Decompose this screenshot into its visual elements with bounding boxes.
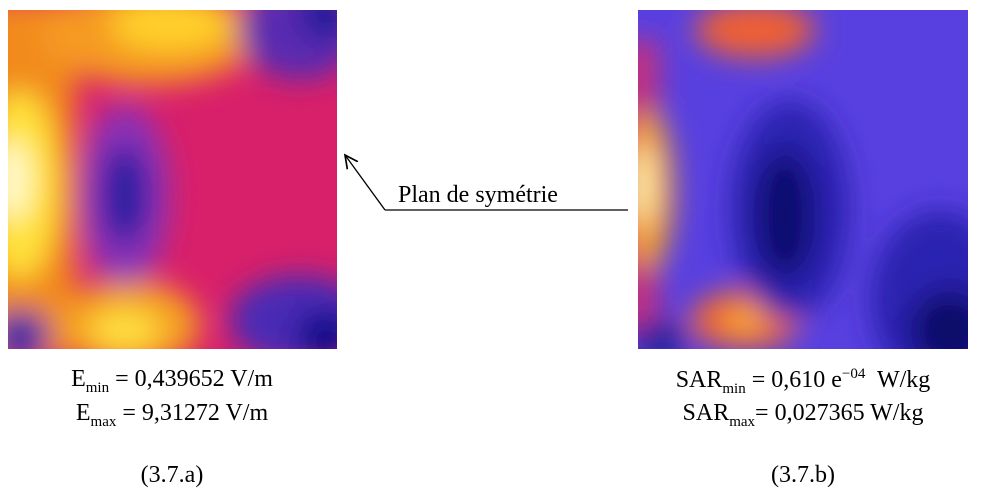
- e-field-map: [8, 10, 337, 349]
- subscript: max: [729, 413, 756, 430]
- value: = 0,439652 V/m: [109, 366, 273, 392]
- symbol: SAR: [682, 400, 730, 426]
- symbol: E: [71, 366, 86, 392]
- subscript: min: [85, 379, 110, 396]
- unit: W/kg: [865, 367, 931, 393]
- arrow: [345, 155, 386, 211]
- value: = 9,31272 V/m: [116, 400, 269, 426]
- annotation: Plan de symétrie: [398, 182, 558, 208]
- caption-line: Emin = 0,439652 V/m: [0, 366, 372, 397]
- value: = 0,027365 W/kg: [755, 400, 924, 426]
- superscript: −04: [841, 366, 866, 382]
- symbol: E: [75, 400, 91, 426]
- caption-line: SARmin = 0,610 e−04 W/kg: [603, 366, 988, 398]
- caption-line: SARmax= 0,027365 W/kg: [603, 400, 988, 431]
- value: = 0,610 e: [745, 367, 842, 393]
- symbol: SAR: [675, 367, 723, 393]
- subscript: max: [90, 413, 117, 430]
- sar-map: [638, 10, 968, 349]
- caption-line: Emax = 9,31272 V/m: [0, 400, 372, 431]
- panel-label: (3.7.b): [771, 462, 835, 488]
- panel-label: (3.7.a): [140, 462, 204, 488]
- subscript: min: [722, 380, 746, 397]
